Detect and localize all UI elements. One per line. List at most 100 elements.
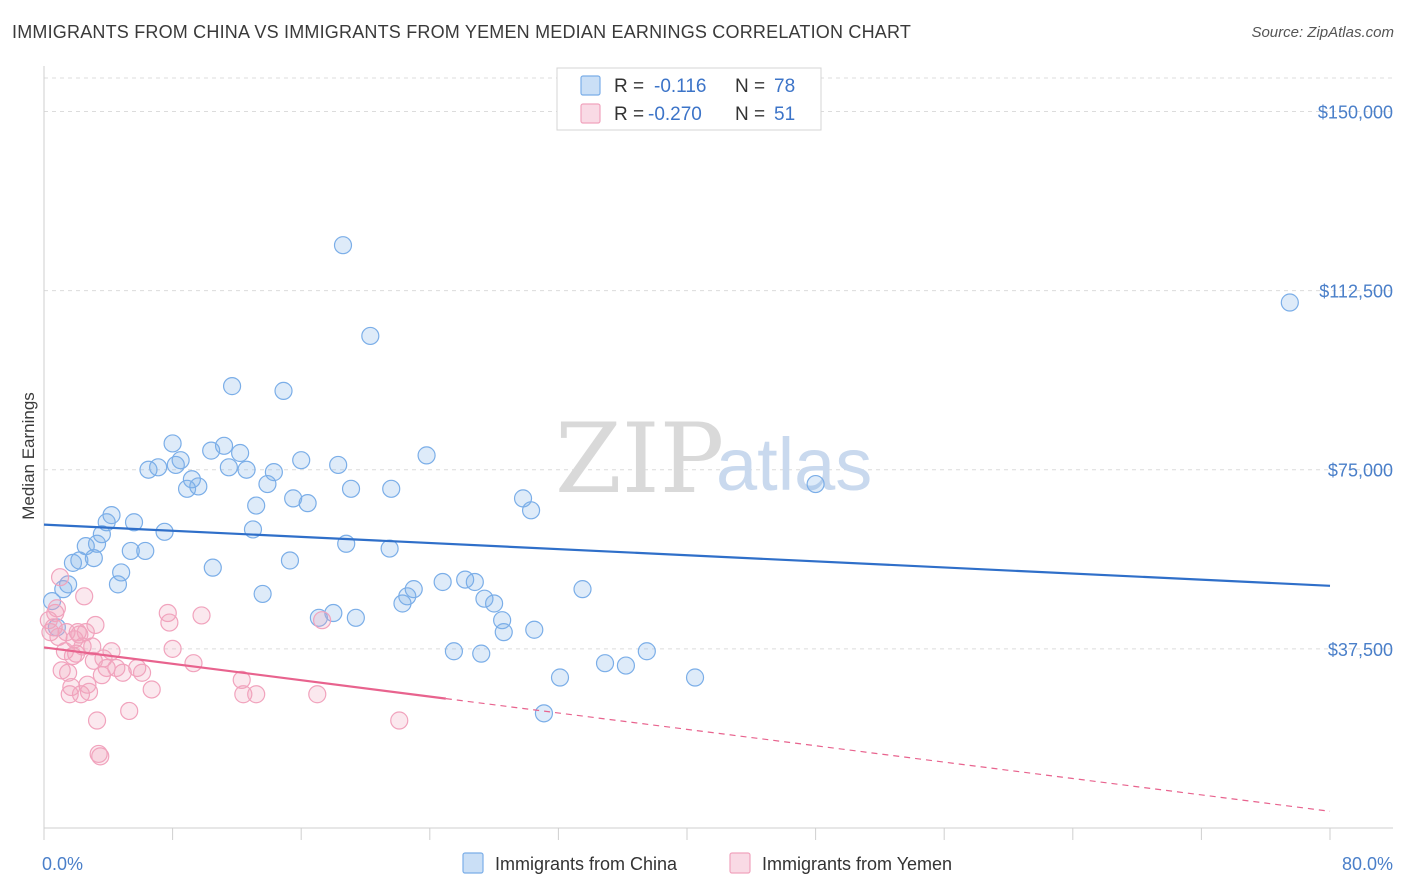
- china-point: [84, 548, 103, 568]
- china-point: [203, 558, 222, 577]
- china-point: [92, 525, 111, 544]
- china-point: [247, 496, 266, 515]
- legend-china-r-value: -0.116: [654, 76, 706, 97]
- yemen-point: [232, 670, 251, 690]
- legend-china-n-label: N =: [735, 76, 765, 97]
- yemen-point: [192, 606, 211, 625]
- china-point: [274, 381, 293, 400]
- grid-lines: [44, 77, 1393, 650]
- china-point: [136, 541, 155, 561]
- china-point: [155, 522, 174, 541]
- yemen-point: [184, 654, 203, 673]
- legend-china-r-label: R =: [614, 76, 644, 97]
- x-tick-label: 80.0%: [1342, 854, 1393, 874]
- china-point: [521, 501, 541, 520]
- china-point: [292, 451, 311, 470]
- china-point: [163, 434, 182, 453]
- yemen-point: [87, 711, 107, 730]
- y-tick-labels: $37,500 $75,000 $112,500 $150,000: [1318, 102, 1393, 659]
- legend-china-n-value: 78: [774, 76, 795, 97]
- y-tick-label: $150,000: [1318, 102, 1393, 122]
- legend-box: R = -0.116 N = 78 R = -0.270 N = 51: [556, 67, 822, 131]
- series-yemen: [39, 568, 409, 766]
- china-point: [361, 326, 380, 346]
- china-point: [534, 704, 554, 723]
- china-point: [231, 443, 250, 463]
- bottom-legend: Immigrants from China Immigrants from Ye…: [462, 852, 952, 874]
- yemen-point: [59, 663, 78, 682]
- china-point: [87, 534, 107, 553]
- china-point: [214, 436, 234, 455]
- legend-yemen-r-value: -0.270: [648, 104, 702, 125]
- china-point: [121, 541, 140, 561]
- china-point: [380, 539, 399, 558]
- china-point: [417, 446, 436, 465]
- china-point: [253, 584, 272, 604]
- watermark-zip: ZIP: [555, 403, 724, 515]
- china-point: [494, 623, 513, 642]
- china-point: [264, 463, 283, 482]
- watermark: ZIP atlas: [555, 403, 872, 515]
- bottom-legend-swatch-china: [462, 852, 484, 874]
- china-point: [309, 608, 328, 627]
- china-point: [222, 377, 242, 396]
- yemen-point: [47, 599, 66, 618]
- china-point: [284, 489, 303, 508]
- yemen-point: [86, 615, 105, 635]
- yemen-point: [113, 663, 132, 682]
- china-point: [124, 513, 144, 532]
- yemen-point: [75, 587, 94, 606]
- y-tick-label: $37,500: [1328, 640, 1393, 660]
- trend-line-china: [43, 523, 1331, 587]
- y-tick-label: $75,000: [1328, 461, 1393, 481]
- yemen-point: [79, 682, 99, 701]
- china-point: [112, 563, 131, 582]
- china-point: [149, 458, 168, 477]
- yemen-point: [308, 685, 327, 704]
- china-point: [595, 654, 615, 673]
- yemen-point: [142, 680, 161, 699]
- china-point: [102, 506, 121, 525]
- legend-yemen-r-label: R =: [614, 104, 644, 125]
- yemen-point: [91, 747, 110, 766]
- trend-line-yemen-extension: [445, 698, 1331, 812]
- trend-lines: [43, 523, 1331, 812]
- yemen-point: [132, 663, 152, 682]
- yemen-point: [78, 675, 97, 694]
- x-tick-labels: 0.0% 80.0%: [42, 854, 1393, 874]
- china-point: [465, 572, 484, 592]
- china-point: [341, 479, 361, 498]
- china-point: [237, 460, 256, 479]
- legend-yemen-n-value: 51: [774, 104, 795, 125]
- chart-title: IMMIGRANTS FROM CHINA VS IMMIGRANTS FROM…: [12, 22, 912, 42]
- watermark-atlas: atlas: [716, 423, 872, 506]
- china-point: [182, 470, 201, 489]
- china-point: [177, 479, 197, 498]
- china-point: [298, 494, 317, 513]
- y-tick-label: $112,500: [1319, 282, 1393, 302]
- trend-line-yemen: [43, 646, 447, 700]
- china-point: [398, 587, 417, 606]
- china-point: [346, 608, 365, 627]
- yemen-point: [247, 685, 266, 704]
- china-point: [171, 451, 190, 470]
- axes: [43, 66, 1393, 840]
- bottom-legend-swatch-yemen: [729, 852, 751, 874]
- yemen-point: [312, 611, 332, 630]
- china-point: [329, 455, 348, 475]
- china-point: [189, 477, 208, 496]
- yemen-point: [160, 613, 179, 632]
- legend-swatch-yemen: [580, 103, 601, 124]
- china-point: [550, 668, 570, 687]
- y-axis-label: Median Earnings: [19, 392, 38, 520]
- china-point: [806, 474, 825, 494]
- china-point: [685, 668, 705, 687]
- china-point: [333, 236, 353, 255]
- china-point: [472, 644, 491, 663]
- china-point: [525, 620, 544, 639]
- china-point: [280, 551, 300, 570]
- china-point: [1280, 293, 1299, 312]
- legend-frame: [556, 67, 822, 131]
- china-point: [433, 572, 452, 592]
